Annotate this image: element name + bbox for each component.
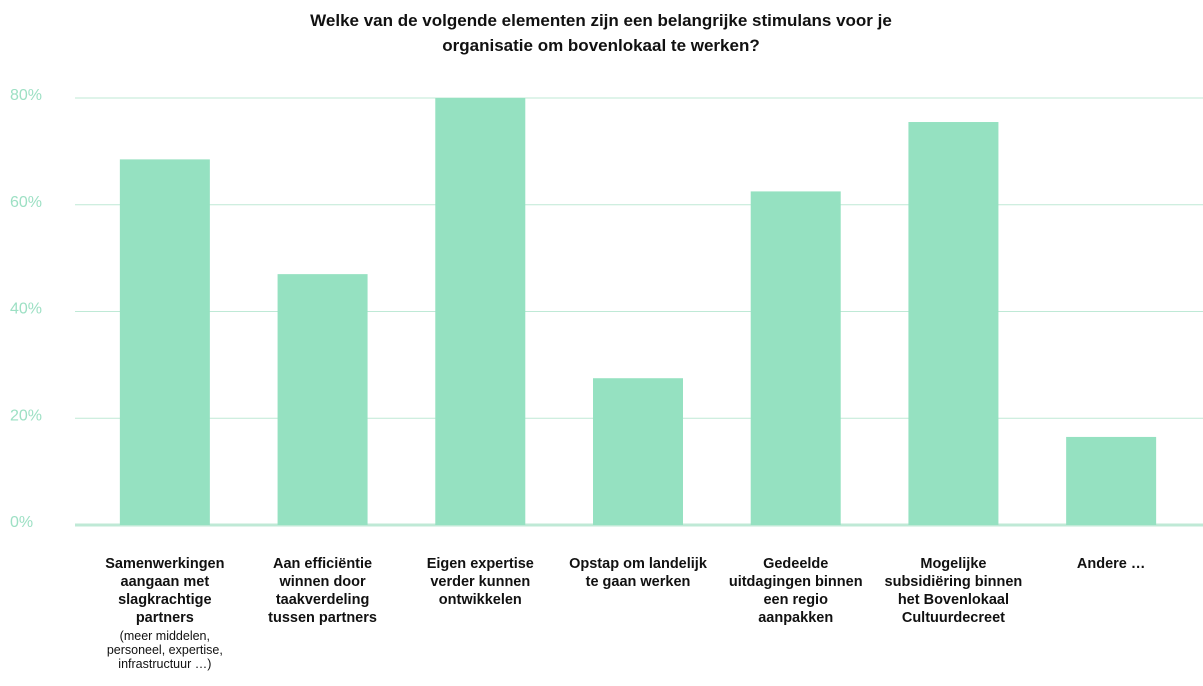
x-tick-label: Gedeelde uitdagingen binnen een regio aa… <box>726 555 866 627</box>
y-tick-label: 0% <box>10 514 33 531</box>
bar <box>435 98 526 525</box>
category-text: Aan efficiëntie winnen door taakverdelin… <box>268 556 377 626</box>
category-text: Samenwerkingen aangaan met slagkrachtige… <box>105 556 225 626</box>
annotation: (meer middelen, personeel, expertise, in… <box>106 629 223 671</box>
bar <box>277 274 368 525</box>
x-tick-label: Andere … <box>1041 555 1181 573</box>
bar <box>1066 436 1157 525</box>
x-tick-label: Aan efficiëntie winnen door taakverdelin… <box>253 555 393 627</box>
y-tick-label: 40% <box>10 301 42 318</box>
y-tick-label: 80% <box>10 87 42 104</box>
category-text: Gedeelde uitdagingen binnen een regio aa… <box>728 556 863 626</box>
bar <box>119 159 210 525</box>
x-tick-label: Eigen expertise verder kunnen ontwikkele… <box>410 555 550 609</box>
category-text: Andere … <box>1076 556 1146 572</box>
category-text: Eigen expertise verder kunnen ontwikkele… <box>426 556 534 608</box>
y-tick-label: 60% <box>10 194 42 211</box>
category-text: Opstap om landelijk te gaan werken <box>569 556 707 590</box>
bar <box>908 122 999 526</box>
bar <box>750 191 841 525</box>
x-tick-label: Mogelijke subsidiëring binnen het Bovenl… <box>883 555 1023 627</box>
category-text: Mogelijke subsidiëring binnen het Bovenl… <box>884 556 1023 626</box>
bar <box>593 378 683 525</box>
x-tick-label: Opstap om landelijk te gaan werken <box>568 555 708 591</box>
x-tick-label: Samenwerkingen aangaan met slagkrachtige… <box>95 555 235 671</box>
y-tick-label: 20% <box>10 407 42 424</box>
chart-title: Welke van de volgende elementen zijn een… <box>310 11 892 55</box>
